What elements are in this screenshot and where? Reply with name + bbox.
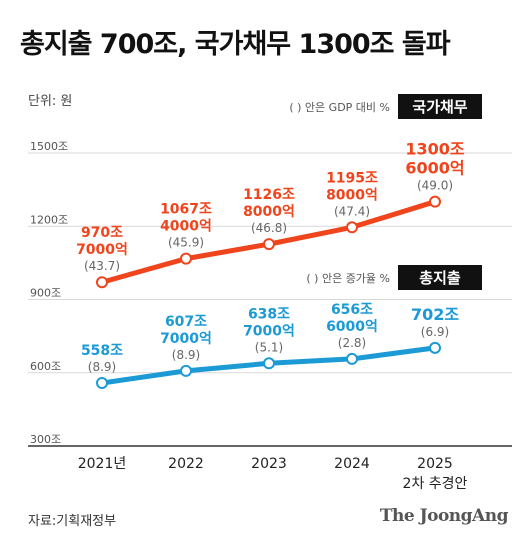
debt-data-point xyxy=(263,238,275,251)
debt-data-point xyxy=(429,195,441,208)
x-tick-label: 2022 xyxy=(168,456,204,472)
chart-title: 총지출 700조, 국가채무 1300조 돌파 xyxy=(20,29,451,60)
debt-ratio-label: (43.7) xyxy=(84,259,120,273)
debt-value-label: 1067조 xyxy=(160,202,212,218)
debt-series-tag xyxy=(398,94,482,119)
spending-value-label: 702조 xyxy=(411,305,459,324)
y-tick-label: 600조 xyxy=(30,360,61,373)
debt-series-note: ( ) 안은 GDP 대비 % xyxy=(289,101,390,114)
debt-value-label: 1195조 xyxy=(326,170,378,186)
spending-ratio-label: (8.9) xyxy=(172,348,200,362)
debt-value-label: 4000억 xyxy=(160,219,212,235)
debt-data-point xyxy=(180,252,192,265)
spending-ratio-label: (8.9) xyxy=(88,360,116,374)
x-tick-label: 2025 xyxy=(417,456,453,472)
debt-ratio-label: (45.9) xyxy=(168,236,204,250)
spending-value-label: 6000억 xyxy=(326,319,378,335)
spending-series-tag xyxy=(398,265,482,290)
debt-ratio-label: (47.4) xyxy=(334,204,370,218)
source-label: 자료:기획재정부 xyxy=(28,514,117,529)
debt-value-label: 7000억 xyxy=(76,242,128,258)
spending-data-point xyxy=(96,377,108,390)
spending-value-label: 607조 xyxy=(165,314,207,330)
spending-series-name: 총지출 xyxy=(419,269,461,287)
debt-ratio-label: (49.0) xyxy=(417,179,453,193)
debt-value-label: 6000억 xyxy=(405,159,464,178)
x-tick-label: 2021년 xyxy=(78,456,127,472)
spending-value-label: 7000억 xyxy=(243,323,295,339)
debt-value-label: 8000억 xyxy=(243,204,295,220)
spending-value-label: 656조 xyxy=(331,302,373,318)
spending-ratio-label: (6.9) xyxy=(421,325,449,339)
spending-data-point xyxy=(263,357,275,370)
debt-data-point xyxy=(96,276,108,289)
unit-label: 단위: 원 xyxy=(28,94,73,109)
spending-value-label: 7000억 xyxy=(160,331,212,347)
y-tick-label: 1500조 xyxy=(30,140,68,153)
spending-series-note: ( ) 안은 증가율 % xyxy=(306,272,390,285)
spending-data-point xyxy=(346,352,358,365)
debt-value-label: 1126조 xyxy=(243,187,295,203)
spending-value-label: 558조 xyxy=(81,343,123,359)
debt-ratio-label: (46.8) xyxy=(251,221,287,235)
y-tick-label: 300조 xyxy=(30,433,61,446)
x-tick-label: 2024 xyxy=(334,456,370,472)
y-tick-label: 900조 xyxy=(30,287,61,300)
debt-value-label: 8000억 xyxy=(326,187,378,203)
y-tick-label: 1200조 xyxy=(30,213,68,226)
spending-ratio-label: (2.8) xyxy=(338,336,366,350)
x-tick-label: 2023 xyxy=(251,456,287,472)
spending-ratio-label: (5.1) xyxy=(255,340,283,354)
debt-value-label: 970조 xyxy=(81,225,123,241)
spending-value-label: 638조 xyxy=(248,306,290,322)
debt-data-point xyxy=(346,221,358,234)
spending-data-point xyxy=(429,341,441,354)
brand-logo: The JoongAng xyxy=(379,506,509,526)
spending-data-point xyxy=(180,364,192,377)
x-tick-sublabel: 2차 추경안 xyxy=(403,476,468,492)
debt-value-label: 1300조 xyxy=(405,140,465,159)
debt-series-name: 국가채무 xyxy=(412,98,467,116)
